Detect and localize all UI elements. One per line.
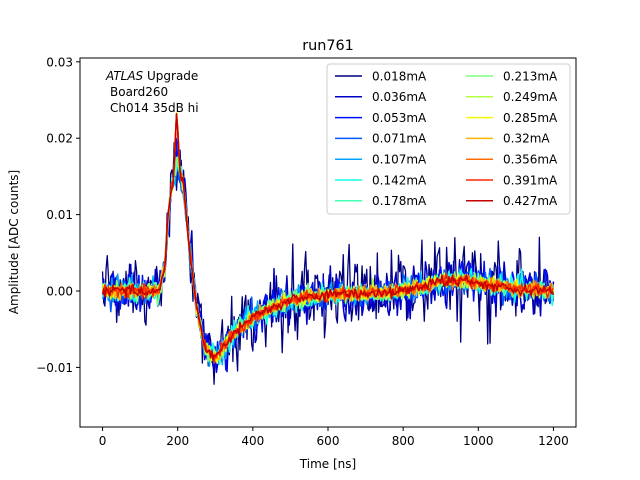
legend-label: 0.32mA: [503, 132, 550, 146]
y-tick-label: 0.01: [46, 208, 73, 222]
x-tick-label: 200: [166, 434, 189, 448]
y-axis-label: Amplitude [ADC counts]: [7, 170, 21, 314]
annotation-channel: Ch014 35dB hi: [110, 101, 199, 115]
series-layer: [101, 111, 555, 385]
legend-label: 0.249mA: [503, 90, 558, 104]
y-tick-label: 0.00: [46, 285, 73, 299]
y-tick-label: −0.01: [36, 361, 73, 375]
legend-label: 0.107mA: [372, 153, 427, 167]
legend-label: 0.071mA: [372, 132, 427, 146]
legend-label: 0.213mA: [503, 69, 558, 83]
annotation-board: Board260: [110, 85, 168, 99]
x-axis-label: Time [ns]: [299, 457, 356, 471]
svg-text:ATLAS Upgrade: ATLAS Upgrade: [105, 69, 198, 83]
legend-label: 0.391mA: [503, 173, 558, 187]
x-tick-label: 0: [99, 434, 107, 448]
legend-label: 0.053mA: [372, 111, 427, 125]
chart-title: run761: [302, 38, 354, 54]
x-tick-label: 800: [392, 434, 415, 448]
y-tick-label: 0.02: [46, 132, 73, 146]
y-tick-label: 0.03: [46, 55, 73, 69]
x-tick-label: 400: [241, 434, 264, 448]
y-axis: −0.01 0.00 0.01 0.02 0.03: [36, 55, 80, 375]
annotation-upgrade: Upgrade: [143, 69, 198, 83]
legend-label: 0.285mA: [503, 111, 558, 125]
series-line: [101, 112, 555, 361]
legend-label: 0.427mA: [503, 194, 558, 208]
annotation-atlas: ATLAS: [105, 69, 144, 83]
legend-label: 0.178mA: [372, 194, 427, 208]
legend-label: 0.142mA: [372, 173, 427, 187]
atlas-annotation: ATLAS Upgrade Board260 Ch014 35dB hi: [105, 69, 199, 115]
legend-box: [326, 63, 571, 215]
x-tick-label: 600: [317, 434, 340, 448]
legend: 0.018mA 0.036mA 0.053mA 0.071mA 0.107mA 0.142…: [326, 63, 571, 215]
x-tick-label: 1200: [538, 434, 569, 448]
legend-label: 0.356mA: [503, 153, 558, 167]
legend-label: 0.036mA: [372, 90, 427, 104]
x-axis: 0 200 400 600 800 1000 1200: [99, 427, 569, 448]
x-tick-label: 1000: [463, 434, 494, 448]
legend-label: 0.018mA: [372, 69, 427, 83]
